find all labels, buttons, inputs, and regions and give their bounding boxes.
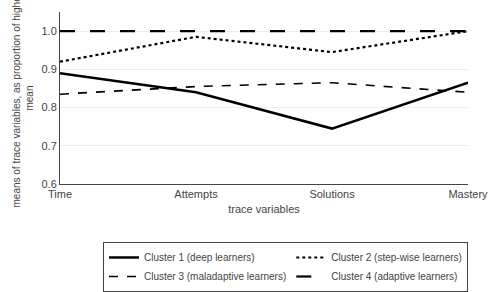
svg-text:Mastery: Mastery — [448, 188, 488, 200]
svg-text:0.8: 0.8 — [42, 101, 57, 113]
svg-text:Attempts: Attempts — [174, 188, 218, 200]
svg-text:Cluster 2 (step-wise learners): Cluster 2 (step-wise learners) — [331, 252, 462, 263]
svg-text:1.0: 1.0 — [42, 25, 57, 37]
svg-text:Cluster 1 (deep learners): Cluster 1 (deep learners) — [144, 252, 255, 263]
svg-text:Cluster 4 (adaptive learners): Cluster 4 (adaptive learners) — [331, 271, 457, 282]
svg-text:Cluster 3 (maladaptive learner: Cluster 3 (maladaptive learners) — [144, 271, 286, 282]
svg-text:0.9: 0.9 — [42, 63, 57, 75]
svg-text:means of trace variables, as p: means of trace variables, as proportion … — [11, 0, 35, 208]
svg-text:Solutions: Solutions — [309, 188, 355, 200]
svg-text:Time: Time — [48, 188, 72, 200]
svg-text:0.7: 0.7 — [42, 140, 57, 152]
svg-text:0.6: 0.6 — [42, 178, 57, 190]
svg-text:trace variables: trace variables — [228, 203, 300, 215]
